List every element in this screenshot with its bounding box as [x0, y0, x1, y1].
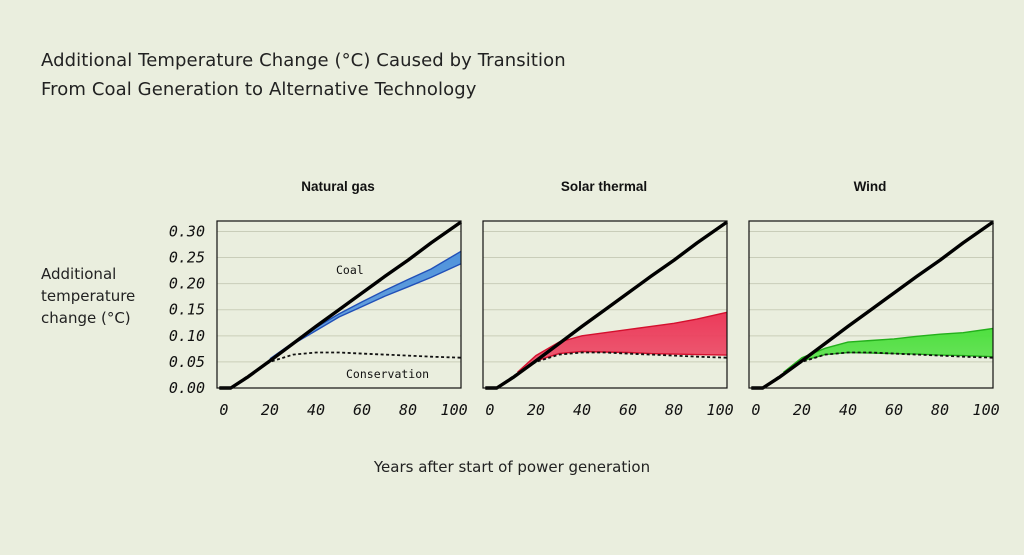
panel-frame [216, 220, 462, 389]
x-tick-label: 20 [261, 401, 279, 419]
panel-1: Solar thermal 0 20 40 60 80 100 [482, 179, 734, 419]
x-tick-label: 20 [527, 401, 545, 419]
x-tick-label: 100 [707, 401, 734, 419]
y-tick-label: 0.00 [169, 379, 205, 397]
x-tick-label: 0 [219, 401, 228, 419]
band-area [269, 251, 461, 361]
x-tick-label: 80 [399, 401, 417, 419]
annotation-conservation: Conservation [346, 367, 429, 381]
x-tick-label: 100 [441, 401, 468, 419]
x-tick-label: 80 [931, 401, 949, 419]
coal-line [219, 220, 462, 390]
panel-title: Wind [854, 179, 887, 194]
panel-frame [482, 220, 728, 389]
y-tick-label: 0.20 [169, 275, 205, 293]
annotation-coal: Coal [336, 263, 364, 277]
panel-title: Natural gas [301, 179, 375, 194]
y-axis-label-line-1: Additional [41, 265, 117, 283]
y-tick-label: 0.05 [169, 353, 205, 371]
coal-line [485, 220, 728, 390]
panel-0: Natural gas 0 20 40 60 80 100 0.00 0.05 0.10 0.15 0… [169, 179, 468, 419]
band-upper-line [517, 311, 728, 373]
x-tick-label: 20 [793, 401, 811, 419]
x-tick-label: 60 [885, 401, 903, 419]
x-axis-label: Years after start of power generation [0, 458, 1024, 476]
band-area [783, 328, 993, 374]
x-tick-label: 40 [307, 401, 325, 419]
y-axis-label-line-3: change (°C) [41, 309, 131, 327]
band-lower-line [269, 263, 462, 362]
x-tick-label: 40 [839, 401, 857, 419]
coal-line [751, 220, 994, 390]
panel-2: Wind 0 20 40 60 80 100 [748, 179, 1000, 419]
band-area [517, 312, 727, 374]
x-tick-label: 100 [973, 401, 1000, 419]
x-tick-label: 0 [485, 401, 494, 419]
y-tick-label: 0.25 [169, 249, 205, 267]
chart-title: Additional Temperature Change (°C) Cause… [41, 46, 566, 104]
y-tick-label: 0.30 [169, 222, 205, 240]
x-axis-label-text: Years after start of power generation [373, 458, 651, 476]
x-tick-label: 0 [751, 401, 760, 419]
y-axis-label: Additional temperature change (°C) [41, 263, 135, 329]
x-tick-label: 80 [665, 401, 683, 419]
chart-title-line-1: Additional Temperature Change (°C) Cause… [41, 50, 566, 71]
y-tick-label: 0.10 [169, 327, 205, 345]
panel-frame [748, 220, 994, 389]
panel-title: Solar thermal [561, 179, 647, 194]
x-tick-label: 40 [573, 401, 591, 419]
x-tick-label: 60 [353, 401, 371, 419]
y-axis-label-line-2: temperature [41, 287, 136, 305]
chart-title-line-2: From Coal Generation to Alternative Tech… [41, 79, 477, 100]
x-tick-label: 60 [619, 401, 637, 419]
y-tick-label: 0.15 [169, 301, 205, 319]
